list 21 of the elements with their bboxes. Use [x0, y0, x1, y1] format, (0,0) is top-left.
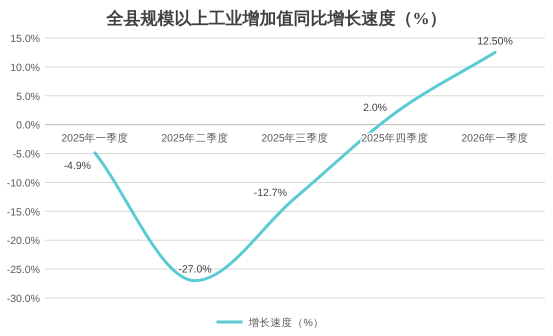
y-tick-label: -25.0%	[6, 264, 40, 276]
data-label: -4.9%	[64, 160, 91, 172]
data-label: 2.0%	[363, 102, 387, 114]
data-label: -27.0%	[178, 264, 212, 276]
y-tick-label: -20.0%	[6, 235, 40, 248]
x-tick-label: 2025年三季度	[261, 132, 329, 145]
x-tick-label: 2025年一季度	[61, 132, 129, 145]
y-tick-label: 0.0%	[16, 120, 40, 132]
y-tick-label: 10.0%	[10, 62, 40, 74]
title: 全县规模以上工业增加值同比增长速度（%）	[106, 9, 446, 28]
y-tick-label: -5.0%	[12, 148, 40, 161]
y-tick-label: 5.0%	[16, 90, 40, 103]
y-tick-label: -30.0%	[6, 293, 40, 305]
x-tick-label: 2025年二季度	[161, 132, 229, 145]
legend-label: 增长速度（%）	[248, 316, 324, 329]
y-tick-label: -15.0%	[6, 206, 40, 218]
data-label: -12.7%	[254, 187, 287, 200]
data-label: 12.50%	[477, 35, 513, 48]
y-tick-label: 15.0%	[10, 33, 40, 45]
x-tick-label: 2026年一季度	[461, 132, 529, 145]
y-tick-label: -10.0%	[6, 177, 40, 190]
